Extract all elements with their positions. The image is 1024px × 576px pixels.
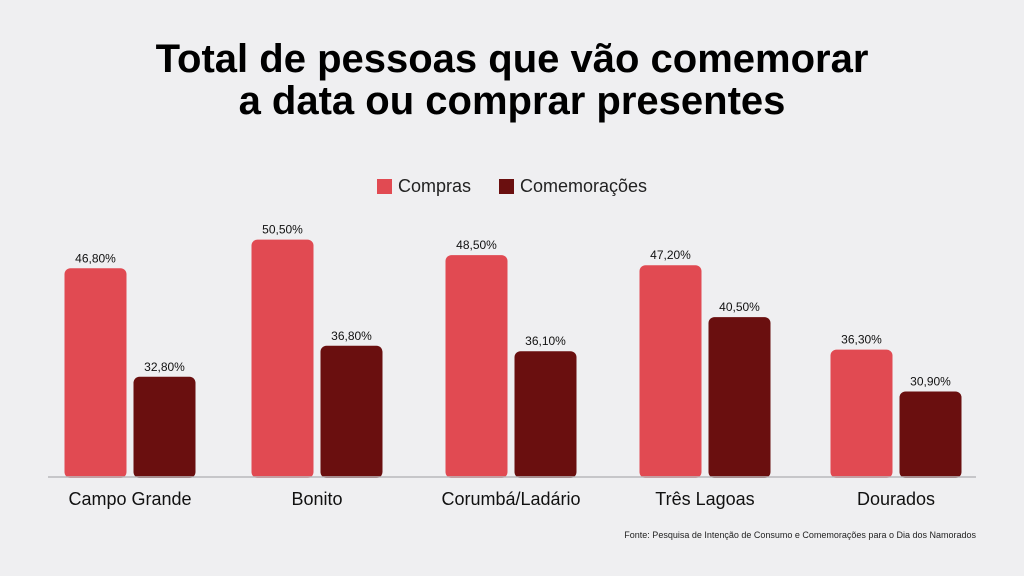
legend-item-compras: Compras xyxy=(376,176,471,197)
bar-compras xyxy=(445,255,508,478)
chart-title-line-2: a data ou comprar presentes xyxy=(238,79,786,123)
data-label: 36,30% xyxy=(841,333,882,347)
bar-compras xyxy=(639,265,702,478)
data-label: 40,50% xyxy=(719,300,760,314)
chart-title: Total de pessoas que vão comemorar a dat… xyxy=(0,38,1024,122)
bar-comemoracoes xyxy=(899,391,962,478)
bar-compras xyxy=(251,239,314,478)
bar-comemoracoes xyxy=(514,351,577,478)
data-label: 46,80% xyxy=(75,251,116,265)
bar-comemoracoes xyxy=(708,317,771,478)
chart-legend: Compras Comemorações xyxy=(0,176,1024,197)
category-label: Bonito xyxy=(291,489,342,509)
legend-swatch-compras xyxy=(376,179,392,194)
legend-label-comemoracoes: Comemorações xyxy=(519,176,648,196)
bar-comemoracoes xyxy=(320,345,383,478)
source-note: Fonte: Pesquisa de Intenção de Consumo e… xyxy=(624,530,976,540)
legend-swatch-comemoracoes xyxy=(498,179,514,194)
bar-compras xyxy=(830,349,893,478)
category-label: Corumbá/Ladário xyxy=(441,489,580,509)
data-label: 30,90% xyxy=(910,375,951,389)
data-label: 32,80% xyxy=(144,360,185,374)
data-label: 47,20% xyxy=(650,248,691,262)
data-label: 50,50% xyxy=(262,223,303,237)
data-label: 36,10% xyxy=(525,334,566,348)
category-label: Três Lagoas xyxy=(655,489,754,509)
category-label: Dourados xyxy=(857,489,935,509)
bar-compras xyxy=(64,268,127,478)
chart-title-line-1: Total de pessoas que vão comemorar xyxy=(155,37,869,81)
data-label: 36,80% xyxy=(331,329,372,343)
category-label: Campo Grande xyxy=(68,489,191,509)
data-label: 48,50% xyxy=(456,238,497,252)
legend-label-compras: Compras xyxy=(397,176,471,196)
legend-item-comemoracoes: Comemorações xyxy=(498,176,648,197)
bar-comemoracoes xyxy=(133,376,196,478)
